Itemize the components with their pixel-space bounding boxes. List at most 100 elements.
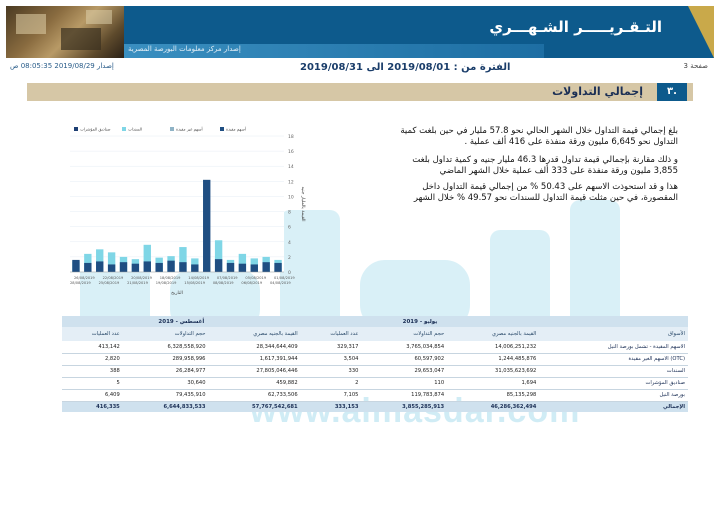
section-title: إجمالي التداولات [552,85,643,98]
bar-listed [274,262,282,272]
bar-listed [155,262,163,272]
cell: 3,765,034,854 [361,341,448,354]
cell: 413,142 [62,341,123,354]
group-july: يوليو - 2019 [300,316,540,327]
y-tick-label: 4 [288,240,291,246]
report-period: الفترة من : 2019/08/01 الى 2019/08/31 [300,62,511,73]
bar-listed [250,264,258,272]
row-label: الإجمالي [539,401,688,412]
y-tick-label: 12 [288,179,294,185]
bar-listed [226,262,235,272]
col-jul-trades: عدد العمليات [300,327,362,341]
cell: 31,035,623,692 [447,365,540,378]
y-tick-label: 0 [288,270,291,276]
report-header: إصدار مركز معلومات البورصة المصرية التـق… [6,6,714,58]
table-row: 2,820 289,958,996 1,617,391,944 3,504 60… [62,353,688,366]
cell: 27,805,046,446 [208,365,301,378]
legend-swatch [220,127,224,131]
cell: 85,135,298 [447,389,540,402]
page-number: صفحة 3 [683,62,708,70]
col-jul-value: القيمة بالجنيه مصري [447,327,540,341]
x-tick-label: 01/08/2019 [274,276,295,280]
paragraph-1: بلغ إجمالي قيمة التداول خلال الشهر الحال… [400,126,678,147]
header-subtitle: إصدار مركز معلومات البورصة المصرية [128,45,241,53]
y-tick-label: 6 [288,225,291,231]
x-tick-label: 04/08/2019 [270,281,291,285]
col-aug-trades: عدد العمليات [62,327,123,341]
legend-label: أسهم غير مقيدة [176,127,203,132]
cell: 7,105 [300,389,362,402]
x-tick-label: 21/08/2019 [127,281,148,285]
y-tick-label: 16 [288,149,294,155]
cell: 6,409 [62,389,123,402]
x-tick-label: 06/08/2019 [241,281,262,285]
row-label: السندات [539,365,688,378]
cell: 6,328,558,920 [122,341,209,354]
cell: 1,617,391,944 [208,353,301,366]
row-label: صناديق المؤشرات [539,377,688,390]
x-tick-label: 26/08/2019 [74,276,95,280]
bar-listed [72,259,80,272]
bar-bonds [214,240,223,272]
y-tick-label: 10 [288,194,294,200]
cell: 30,640 [122,377,209,390]
cell: 3,504 [300,353,362,366]
bar-bonds [96,249,104,272]
col-aug-volume: حجم التداولات [122,327,209,341]
x-tick-label: 05/08/2019 [245,276,266,280]
x-tick-label: 25/08/2019 [99,281,120,285]
cell: 62,733,506 [208,389,301,402]
section-bar: إجمالي التداولات ٣. [27,83,693,101]
bar-listed [179,262,187,272]
cell: 14,006,251,232 [447,341,540,354]
cell: 1,694 [447,377,540,390]
cell: 119,783,874 [361,389,448,402]
header-strip [124,44,544,58]
x-tick-label: 22/08/2019 [103,276,124,280]
bar-listed [84,262,92,272]
table-row: 413,142 6,328,558,920 28,344,644,409 329… [62,341,688,354]
bar-listed [143,261,151,272]
cell: 28,344,644,409 [208,341,301,354]
cell: 110 [361,377,448,390]
legend-swatch [170,127,174,131]
bar-listed [131,263,140,272]
cell: 1,244,485,876 [447,353,540,366]
cell: 57,767,542,681 [208,401,301,412]
row-label: الاسهم الغير مقيدة (OTC) [539,353,688,366]
col-market: الأسواق [539,327,688,341]
bar-listed [238,263,247,272]
bar-listed [107,264,116,272]
legend-swatch [74,127,78,131]
bar-listed [96,261,104,272]
cell: 26,284,977 [122,365,209,378]
y-axis-label: القيمة بالمليار جنيه [300,186,305,221]
x-tick-label: 20/08/2019 [131,276,152,280]
cell: 289,958,996 [122,353,209,366]
x-tick-label: 28/08/2019 [70,281,91,285]
table-total-row: 416,335 6,644,833,533 57,767,542,681 333… [62,401,688,412]
group-blank [539,316,688,327]
x-axis-label: التاريخ [171,291,183,296]
row-label: بورصة النيل [539,389,688,402]
x-tick-label: 08/08/2019 [213,281,234,285]
col-aug-value: القيمة بالجنيه مصري [208,327,301,341]
cell: 2,820 [62,353,123,366]
section-number: ٣. [657,83,687,101]
bar-bonds [238,253,247,272]
cell: 330 [300,365,362,378]
y-tick-label: 14 [288,164,294,170]
x-tick-label: 15/08/2019 [184,281,205,285]
header-title: التـقـريـــــر الشـهـــري [489,18,662,36]
chart-plot-area [70,136,284,272]
y-tick-label: 8 [288,210,291,216]
legend-swatch [122,127,126,131]
bar-bonds [107,252,116,272]
cell: 416,335 [62,401,123,412]
bar-bonds [143,244,151,272]
x-tick-label: 07/08/2019 [217,276,238,280]
cell: 5 [62,377,123,390]
bar-listed [214,259,223,272]
bar-listed [191,264,199,272]
trading-value-chart: 0 2 4 6 8 10 12 14 16 18 القيمة بالمليار جنيه 26/08… [70,127,305,296]
